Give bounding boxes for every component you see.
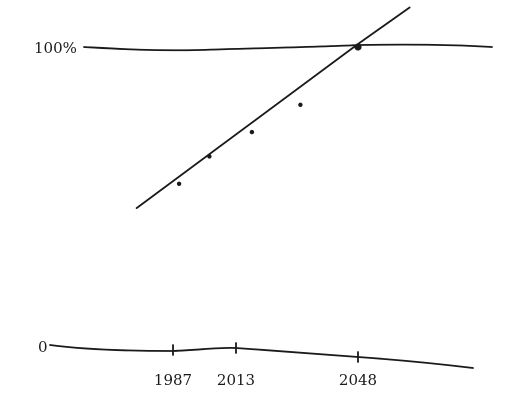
data-point-1999 bbox=[207, 154, 211, 158]
points-group bbox=[177, 43, 362, 186]
hundred-percent-line bbox=[84, 45, 492, 51]
data-point-2013 bbox=[250, 130, 254, 134]
data-point-2048 bbox=[354, 43, 361, 50]
y-label-100-percent: 100% bbox=[34, 39, 77, 57]
x-tick-label-2013: 2013 bbox=[217, 371, 255, 389]
trend-line bbox=[137, 8, 410, 209]
x-axis bbox=[50, 345, 473, 368]
y-label-zero: 0 bbox=[38, 338, 48, 356]
x-tick-label-2048: 2048 bbox=[339, 371, 377, 389]
data-point-1989 bbox=[177, 182, 181, 186]
data-point-2029 bbox=[298, 103, 302, 107]
x-tick-label-1987: 1987 bbox=[154, 371, 192, 389]
